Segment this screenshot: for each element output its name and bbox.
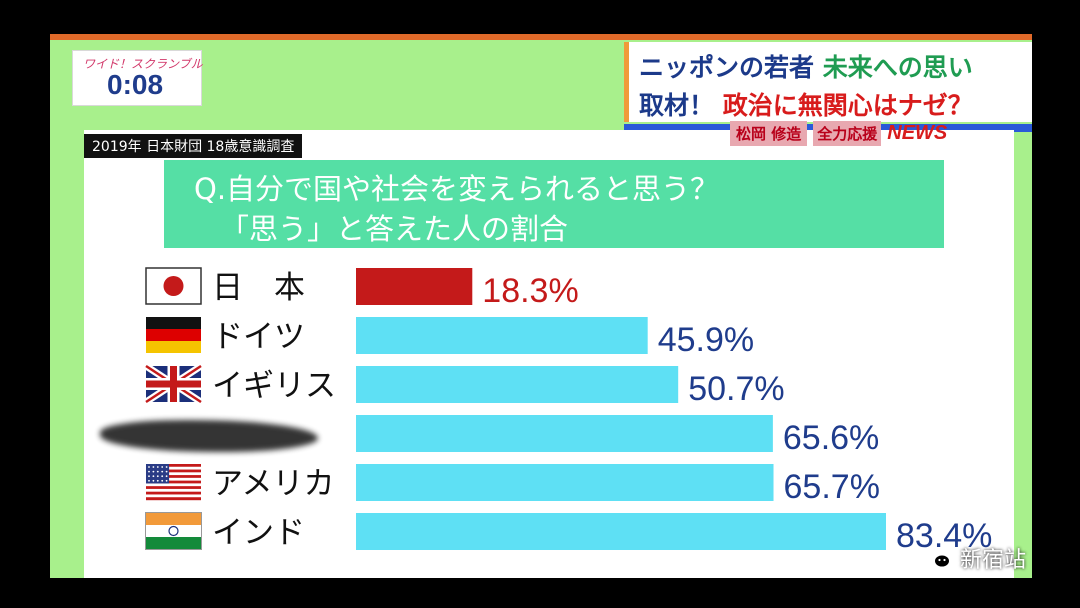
category-label: アメリカ [212,466,334,502]
value-label: 45.9% [658,321,754,359]
headline-line1: ニッポンの若者 未来への思い [639,48,973,84]
category-label: インド [212,515,305,551]
program-clock: ワイド！スクランブル 0:08 [72,50,203,106]
wechat-icon [922,546,952,570]
bar [356,366,679,403]
tv-screen: ワイド！スクランブル 0:08 ニッポンの若者 未来への思い 取材！ 政治に無関… [50,34,1032,578]
headline-line1-a: ニッポンの若者 [639,53,815,82]
source-label: 2019年 日本財団 18歳意識調査 [84,134,303,158]
value-label: 18.3% [482,272,578,310]
germany-flag-icon [146,317,201,353]
value-label: 83.4% [896,517,992,555]
value-label: 65.7% [784,468,880,506]
show-name: ワイド！スクランブル [83,57,203,71]
india-flag-icon [145,512,202,550]
headline-line2-a: 取材！ [639,91,715,120]
japan-flag-icon [145,267,202,305]
question-box: Q.自分で国や社会を変えられると思う？ 「思う」と答えた人の割合 [164,160,944,248]
headline-box: ニッポンの若者 未来への思い 取材！ 政治に無関心はナゼ？ [624,42,1032,122]
obscured-label [100,420,318,452]
chart-panel: Q.自分で国や社会を変えられると思う？ 「思う」と答えた人の割合 日 本 18.3… [84,130,1014,578]
question-line2: 「思う」と答えた人の割合 [220,212,569,246]
uk-flag-icon [144,363,203,405]
ticker-brand: NEWS [887,121,948,144]
value-label: 65.6% [783,419,879,457]
watermark-text: 新宿站 [960,548,1027,573]
ticker: 松岡 修造 全力応援 NEWS [730,120,947,146]
ticker-tag: 全力応援 [813,120,882,146]
headline-line2-b: 政治に無関心はナゼ？ [722,91,973,120]
bar [356,268,473,305]
ticker-name: 松岡 修造 [730,120,808,146]
category-label: 日 本 [212,270,305,306]
headline-line2: 取材！ 政治に無関心はナゼ？ [639,86,973,122]
bar-chart: 日 本 18.3% ドイツ 45.9% イギリス 50.7% 65.6% アメリカ 65.7% イ… [144,267,992,555]
usa-flag-icon [146,464,201,501]
category-label: イギリス [212,368,336,404]
question-line1: Q.自分で国や社会を変えられると思う？ [194,172,720,206]
value-label: 50.7% [688,370,784,408]
bar [356,464,774,501]
program-time: 0:08 [107,69,164,100]
watermark: 新宿站 [922,542,1026,574]
bar [356,415,773,452]
bar [356,513,886,550]
category-label: ドイツ [212,319,305,355]
bar [356,317,648,354]
headline-line1-b: 未来への思い [822,53,973,82]
